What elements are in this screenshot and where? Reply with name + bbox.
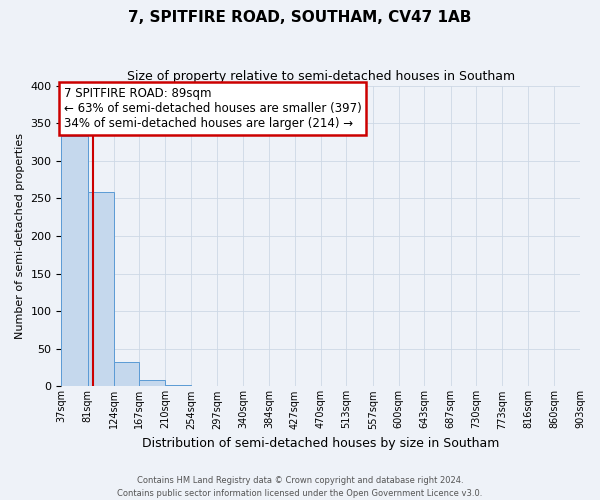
Bar: [165, 385, 191, 386]
Bar: [61, 136, 88, 386]
Bar: [113, 362, 139, 386]
Title: Size of property relative to semi-detached houses in Southam: Size of property relative to semi-detach…: [127, 70, 515, 83]
Bar: [139, 380, 165, 386]
Text: 7 SPITFIRE ROAD: 89sqm
← 63% of semi-detached houses are smaller (397)
34% of se: 7 SPITFIRE ROAD: 89sqm ← 63% of semi-det…: [64, 87, 362, 130]
Y-axis label: Number of semi-detached properties: Number of semi-detached properties: [15, 133, 25, 339]
X-axis label: Distribution of semi-detached houses by size in Southam: Distribution of semi-detached houses by …: [142, 437, 499, 450]
Text: Contains HM Land Registry data © Crown copyright and database right 2024.
Contai: Contains HM Land Registry data © Crown c…: [118, 476, 482, 498]
Bar: [88, 192, 113, 386]
Text: 7, SPITFIRE ROAD, SOUTHAM, CV47 1AB: 7, SPITFIRE ROAD, SOUTHAM, CV47 1AB: [128, 10, 472, 25]
